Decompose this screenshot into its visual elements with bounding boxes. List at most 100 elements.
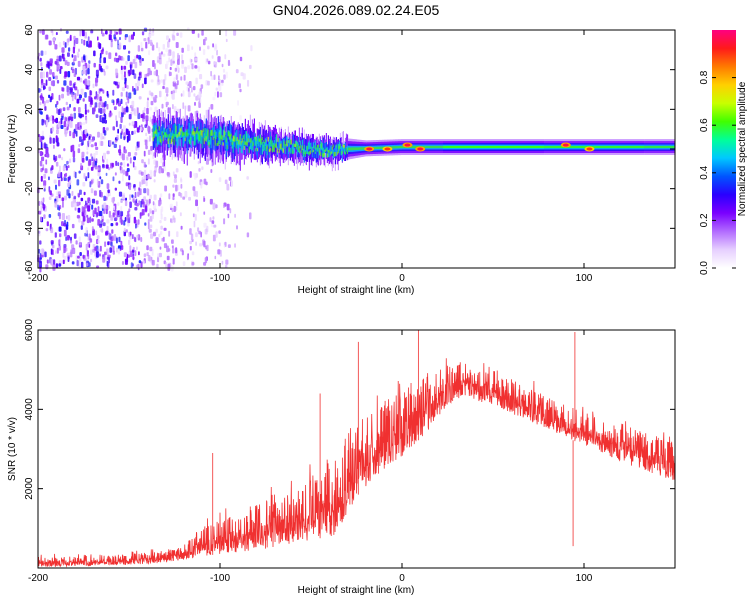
- spectrogram-noise-speck: [79, 252, 82, 256]
- spectrogram-noise-speck: [121, 111, 124, 118]
- spectrogram-noise-speck: [143, 150, 146, 157]
- spectrogram-noise-speck: [247, 79, 250, 87]
- spectrogram-band-slice: [259, 141, 261, 156]
- spectrogram-band-slice: [201, 130, 203, 137]
- spectrogram-band-slice: [220, 127, 222, 140]
- spectrogram-noise-speck: [70, 249, 73, 255]
- spectrogram-noise-speck: [221, 63, 224, 68]
- spectrogram-noise-speck: [127, 97, 130, 104]
- spectrogram-noise-speck: [41, 130, 44, 138]
- x-tick-label: 100: [576, 273, 593, 284]
- colorbar-tick-label: 0.8: [699, 70, 710, 84]
- spectrogram-noise-speck: [235, 69, 239, 74]
- spectrogram-noise-speck: [40, 71, 43, 79]
- spectrogram-noise-speck: [59, 233, 62, 238]
- spectrogram-band-slice: [224, 131, 226, 136]
- spectrogram-noise-speck: [59, 68, 62, 74]
- spectrogram-noise-speck: [121, 56, 124, 61]
- spectrogram-noise-speck: [135, 264, 139, 269]
- spectrogram-noise-speck: [61, 213, 65, 220]
- spectrogram-noise-speck: [177, 59, 180, 65]
- spectrogram-noise-speck: [99, 88, 103, 92]
- spectrogram-band-slice: [236, 137, 238, 146]
- spectrogram-noise-speck: [111, 162, 115, 168]
- spectrogram-noise-speck: [100, 49, 104, 55]
- spectrogram-band-slice: [156, 134, 158, 147]
- spectrogram-noise-speck: [120, 92, 123, 97]
- spectrogram-noise-speck: [109, 30, 113, 35]
- spectrogram-noise-speck: [106, 150, 110, 155]
- spectrogram-noise-speck: [172, 89, 175, 93]
- spectrogram-band-slice: [208, 141, 210, 147]
- spectrogram-noise-speck: [44, 251, 47, 258]
- spectrogram-noise-speck: [166, 93, 169, 97]
- spectrogram-noise-speck: [94, 246, 97, 251]
- spectrogram-noise-speck: [108, 52, 112, 59]
- spectrogram-noise-speck: [50, 240, 54, 245]
- spectrogram-noise-speck: [39, 151, 43, 157]
- spectrogram-noise-speck: [69, 34, 72, 41]
- spectrogram-noise-speck: [58, 94, 61, 101]
- spectrogram-noise-speck: [123, 136, 126, 141]
- spectrogram-noise-speck: [71, 54, 74, 58]
- spectrogram-noise-speck: [139, 212, 143, 217]
- spectrogram-noise-speck: [223, 74, 226, 80]
- spectrogram-noise-speck: [48, 214, 52, 218]
- spectrogram-band-slice: [173, 139, 175, 145]
- spectrogram-band-slice: [207, 129, 209, 137]
- spectrogram-noise-speck: [105, 164, 109, 169]
- spectrogram-noise-speck: [86, 78, 90, 86]
- spectrogram-noise-speck: [39, 101, 42, 106]
- spectrogram-noise-speck: [56, 130, 59, 134]
- spectrogram-band-slice: [267, 139, 269, 147]
- spectrogram-noise-speck: [73, 39, 76, 47]
- spectrogram-noise-speck: [82, 254, 85, 259]
- spectrogram-noise-speck: [198, 168, 201, 172]
- spectrogram-noise-speck: [71, 69, 75, 74]
- spectrogram-noise-speck: [204, 228, 208, 235]
- spectrogram-noise-speck: [124, 71, 126, 78]
- spectrogram-noise-speck: [102, 47, 104, 51]
- spectrogram-noise-speck: [76, 89, 79, 97]
- spectrogram-noise-speck: [83, 39, 86, 46]
- spectrogram-band-slice: [227, 141, 229, 150]
- spectrogram-noise-speck: [43, 188, 46, 192]
- spectrogram-band-slice: [239, 136, 241, 147]
- spectrogram-noise-speck: [214, 255, 217, 260]
- spectrogram-band-slice: [154, 130, 156, 134]
- x-tick-label: -200: [28, 573, 48, 584]
- spectrogram-noise-speck: [86, 214, 89, 218]
- spectrogram-noise-speck: [74, 207, 77, 211]
- spectrogram-noise-speck: [54, 232, 57, 238]
- spectrogram-noise-speck: [83, 54, 86, 61]
- spectrogram-noise-speck: [170, 218, 174, 224]
- spectrogram-noise-speck: [105, 209, 108, 215]
- spectrogram-noise-layer: [37, 27, 253, 273]
- spectrogram-band-slice: [172, 133, 174, 139]
- spectrogram-noise-speck: [113, 234, 117, 241]
- spectrogram-band-slice: [153, 123, 155, 135]
- spectrogram-noise-speck: [133, 73, 137, 79]
- spectrogram-band-slice: [272, 145, 274, 150]
- spectrogram-band-slice: [181, 128, 183, 148]
- spectrogram-noise-speck: [117, 248, 121, 255]
- spectrogram-noise-speck: [166, 35, 169, 41]
- spectrogram-noise-speck: [62, 252, 65, 258]
- spectrogram-noise-speck: [55, 135, 58, 142]
- spectrogram-noise-speck: [80, 197, 84, 202]
- spectrogram-noise-speck: [158, 199, 161, 207]
- spectrogram-noise-speck: [195, 241, 197, 246]
- spectrogram-noise-speck: [54, 201, 58, 208]
- spectrogram-band-slice: [226, 138, 228, 152]
- spectrogram-noise-speck: [150, 233, 154, 239]
- spectrogram-noise-speck: [98, 108, 100, 113]
- spectrogram-noise-speck: [42, 197, 45, 203]
- spectrogram-band-slice: [257, 139, 259, 146]
- spectrogram-noise-speck: [128, 184, 131, 191]
- spectrogram-noise-speck: [57, 109, 61, 115]
- spectrogram-noise-speck: [97, 131, 100, 138]
- spectrogram-band-slice: [259, 137, 261, 142]
- spectrogram-noise-speck: [84, 78, 88, 86]
- spectrogram-noise-speck: [151, 44, 155, 51]
- spectrogram-noise-speck: [40, 93, 43, 99]
